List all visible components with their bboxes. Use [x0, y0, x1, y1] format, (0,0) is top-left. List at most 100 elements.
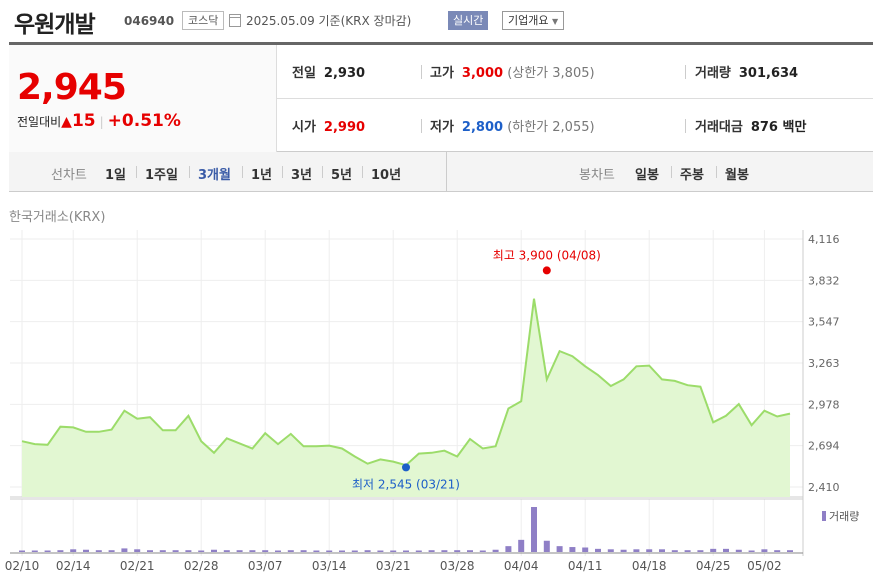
low-value: 2,800	[461, 120, 504, 135]
upper-limit: (상한가 3,805)	[507, 66, 595, 81]
candle-chart-label: 봉차트	[579, 168, 615, 183]
volume-bar	[620, 549, 627, 552]
volume-bar	[723, 548, 729, 552]
info-divider	[421, 119, 422, 133]
tab-1day[interactable]: 1일	[105, 168, 127, 183]
volume-swatch	[822, 511, 826, 521]
volume-bar	[582, 547, 589, 552]
volume-bar	[185, 550, 192, 552]
volume-bar	[633, 549, 640, 552]
header-divider	[9, 42, 873, 45]
volume-bar	[595, 548, 601, 552]
volume-legend-label: 거래량	[829, 510, 860, 523]
info-divider	[421, 65, 422, 79]
open-label: 시가	[292, 120, 316, 135]
volume-bar	[249, 550, 256, 552]
x-tick-label: 02/28	[184, 559, 219, 573]
volume-bar	[748, 550, 755, 552]
volume-bar	[659, 549, 665, 552]
volume-bar	[774, 550, 781, 552]
volume-bar	[646, 549, 653, 552]
tab-group-divider	[446, 152, 447, 192]
volume-bar	[44, 550, 51, 552]
volume-label: 거래량	[695, 66, 731, 81]
tab-monthly-candle[interactable]: 월봉	[725, 168, 749, 183]
x-tick-label: 05/02	[747, 559, 782, 573]
x-tick-label: 04/25	[696, 559, 731, 573]
volume-bar	[441, 550, 448, 552]
volume-legend: 거래량	[822, 508, 859, 524]
price-axis: 4,116 3,832 3,547 3,263 2,978 2,694 2,410	[808, 233, 840, 494]
volume-bar	[198, 550, 205, 552]
volume-bar	[223, 550, 230, 552]
volume-bar	[761, 549, 768, 552]
market-badge: 코스닥	[182, 11, 225, 30]
volume-bar	[428, 550, 435, 552]
x-tick-label: 04/11	[568, 559, 603, 573]
amount-value: 876 백만	[750, 120, 807, 135]
high-price: 고가 3,000 (상한가 3,805)	[430, 62, 595, 81]
volume-bar	[287, 550, 294, 552]
volume-bar	[83, 549, 89, 552]
tab-3month[interactable]: 3개월	[198, 168, 231, 183]
volume: 거래량 301,634	[695, 62, 798, 81]
volume-bar	[569, 547, 576, 552]
high-label: 고가	[430, 66, 454, 81]
open-value: 2,990	[323, 120, 366, 135]
current-price-box: 2,945 전일대비▲15 | +0.51%	[9, 45, 277, 152]
high-value: 3,000	[461, 66, 504, 81]
volume-bar	[326, 550, 333, 552]
volume-bar	[95, 550, 102, 552]
volume-bar	[454, 550, 461, 552]
volume-bar	[339, 550, 345, 552]
extreme-markers: 최고 3,900 (04/08) 최저 2,545 (03/21)	[352, 248, 601, 491]
tab-10year[interactable]: 10년	[371, 168, 402, 183]
open-price: 시가 2,990	[292, 116, 365, 135]
high-point-label: 최고 3,900 (04/08)	[493, 248, 601, 262]
high-point-marker	[542, 266, 551, 275]
volume-bar	[351, 550, 358, 552]
x-tick-label: 02/10	[5, 559, 40, 573]
chart-tabs: 선차트 1일 1주일 3개월 1년 3년 5년 10년 봉차트 일봉 주봉 월봉	[9, 152, 873, 192]
lower-limit: (하한가 2,055)	[507, 120, 595, 135]
company-info-dropdown[interactable]: 기업개요 ▼	[502, 11, 565, 30]
prev-close-label: 전일	[292, 66, 316, 81]
x-tick-label: 04/04	[504, 559, 539, 573]
change-label: 전일대비	[17, 115, 62, 129]
realtime-button[interactable]: 실시간	[448, 11, 489, 30]
volume-bar	[543, 540, 550, 552]
volume-bar	[735, 549, 742, 552]
prev-close-value: 2,930	[323, 66, 366, 81]
low-price: 저가 2,800 (하한가 2,055)	[430, 116, 595, 135]
tab-5year[interactable]: 5년	[331, 168, 353, 183]
tab-1year[interactable]: 1년	[251, 168, 273, 183]
tab-separator	[189, 166, 190, 178]
volume-bar	[211, 549, 217, 552]
tab-3year[interactable]: 3년	[291, 168, 313, 183]
change-amount: 15	[71, 111, 96, 131]
chevron-down-icon: ▼	[551, 17, 559, 26]
up-triangle-icon: ▲	[61, 114, 72, 130]
volume-bar	[697, 550, 704, 552]
volume-bar	[710, 548, 717, 552]
tab-weekly-candle[interactable]: 주봉	[680, 168, 704, 183]
stock-code: 046940	[124, 14, 175, 28]
volume-bar	[787, 550, 793, 552]
change-percent: +0.51%	[107, 111, 181, 131]
tab-1week[interactable]: 1주일	[145, 168, 178, 183]
y-tick-label: 3,263	[808, 357, 840, 370]
tab-separator	[136, 166, 137, 178]
row-divider	[277, 98, 873, 99]
stock-name: 우원개발	[14, 12, 96, 38]
low-label: 저가	[430, 120, 454, 135]
x-tick-label: 02/21	[120, 559, 155, 573]
volume-bar	[390, 550, 397, 552]
volume-bars	[19, 507, 793, 552]
change-separator: |	[99, 115, 104, 129]
change-row: 전일대비▲15 | +0.51%	[17, 111, 181, 131]
tab-daily-candle[interactable]: 일봉	[635, 168, 659, 183]
y-tick-label: 2,978	[808, 398, 840, 411]
tab-separator	[362, 166, 363, 178]
reference-date: 2025.05.09 기준(KRX 장마감)	[246, 14, 412, 28]
volume-bar	[236, 550, 243, 552]
